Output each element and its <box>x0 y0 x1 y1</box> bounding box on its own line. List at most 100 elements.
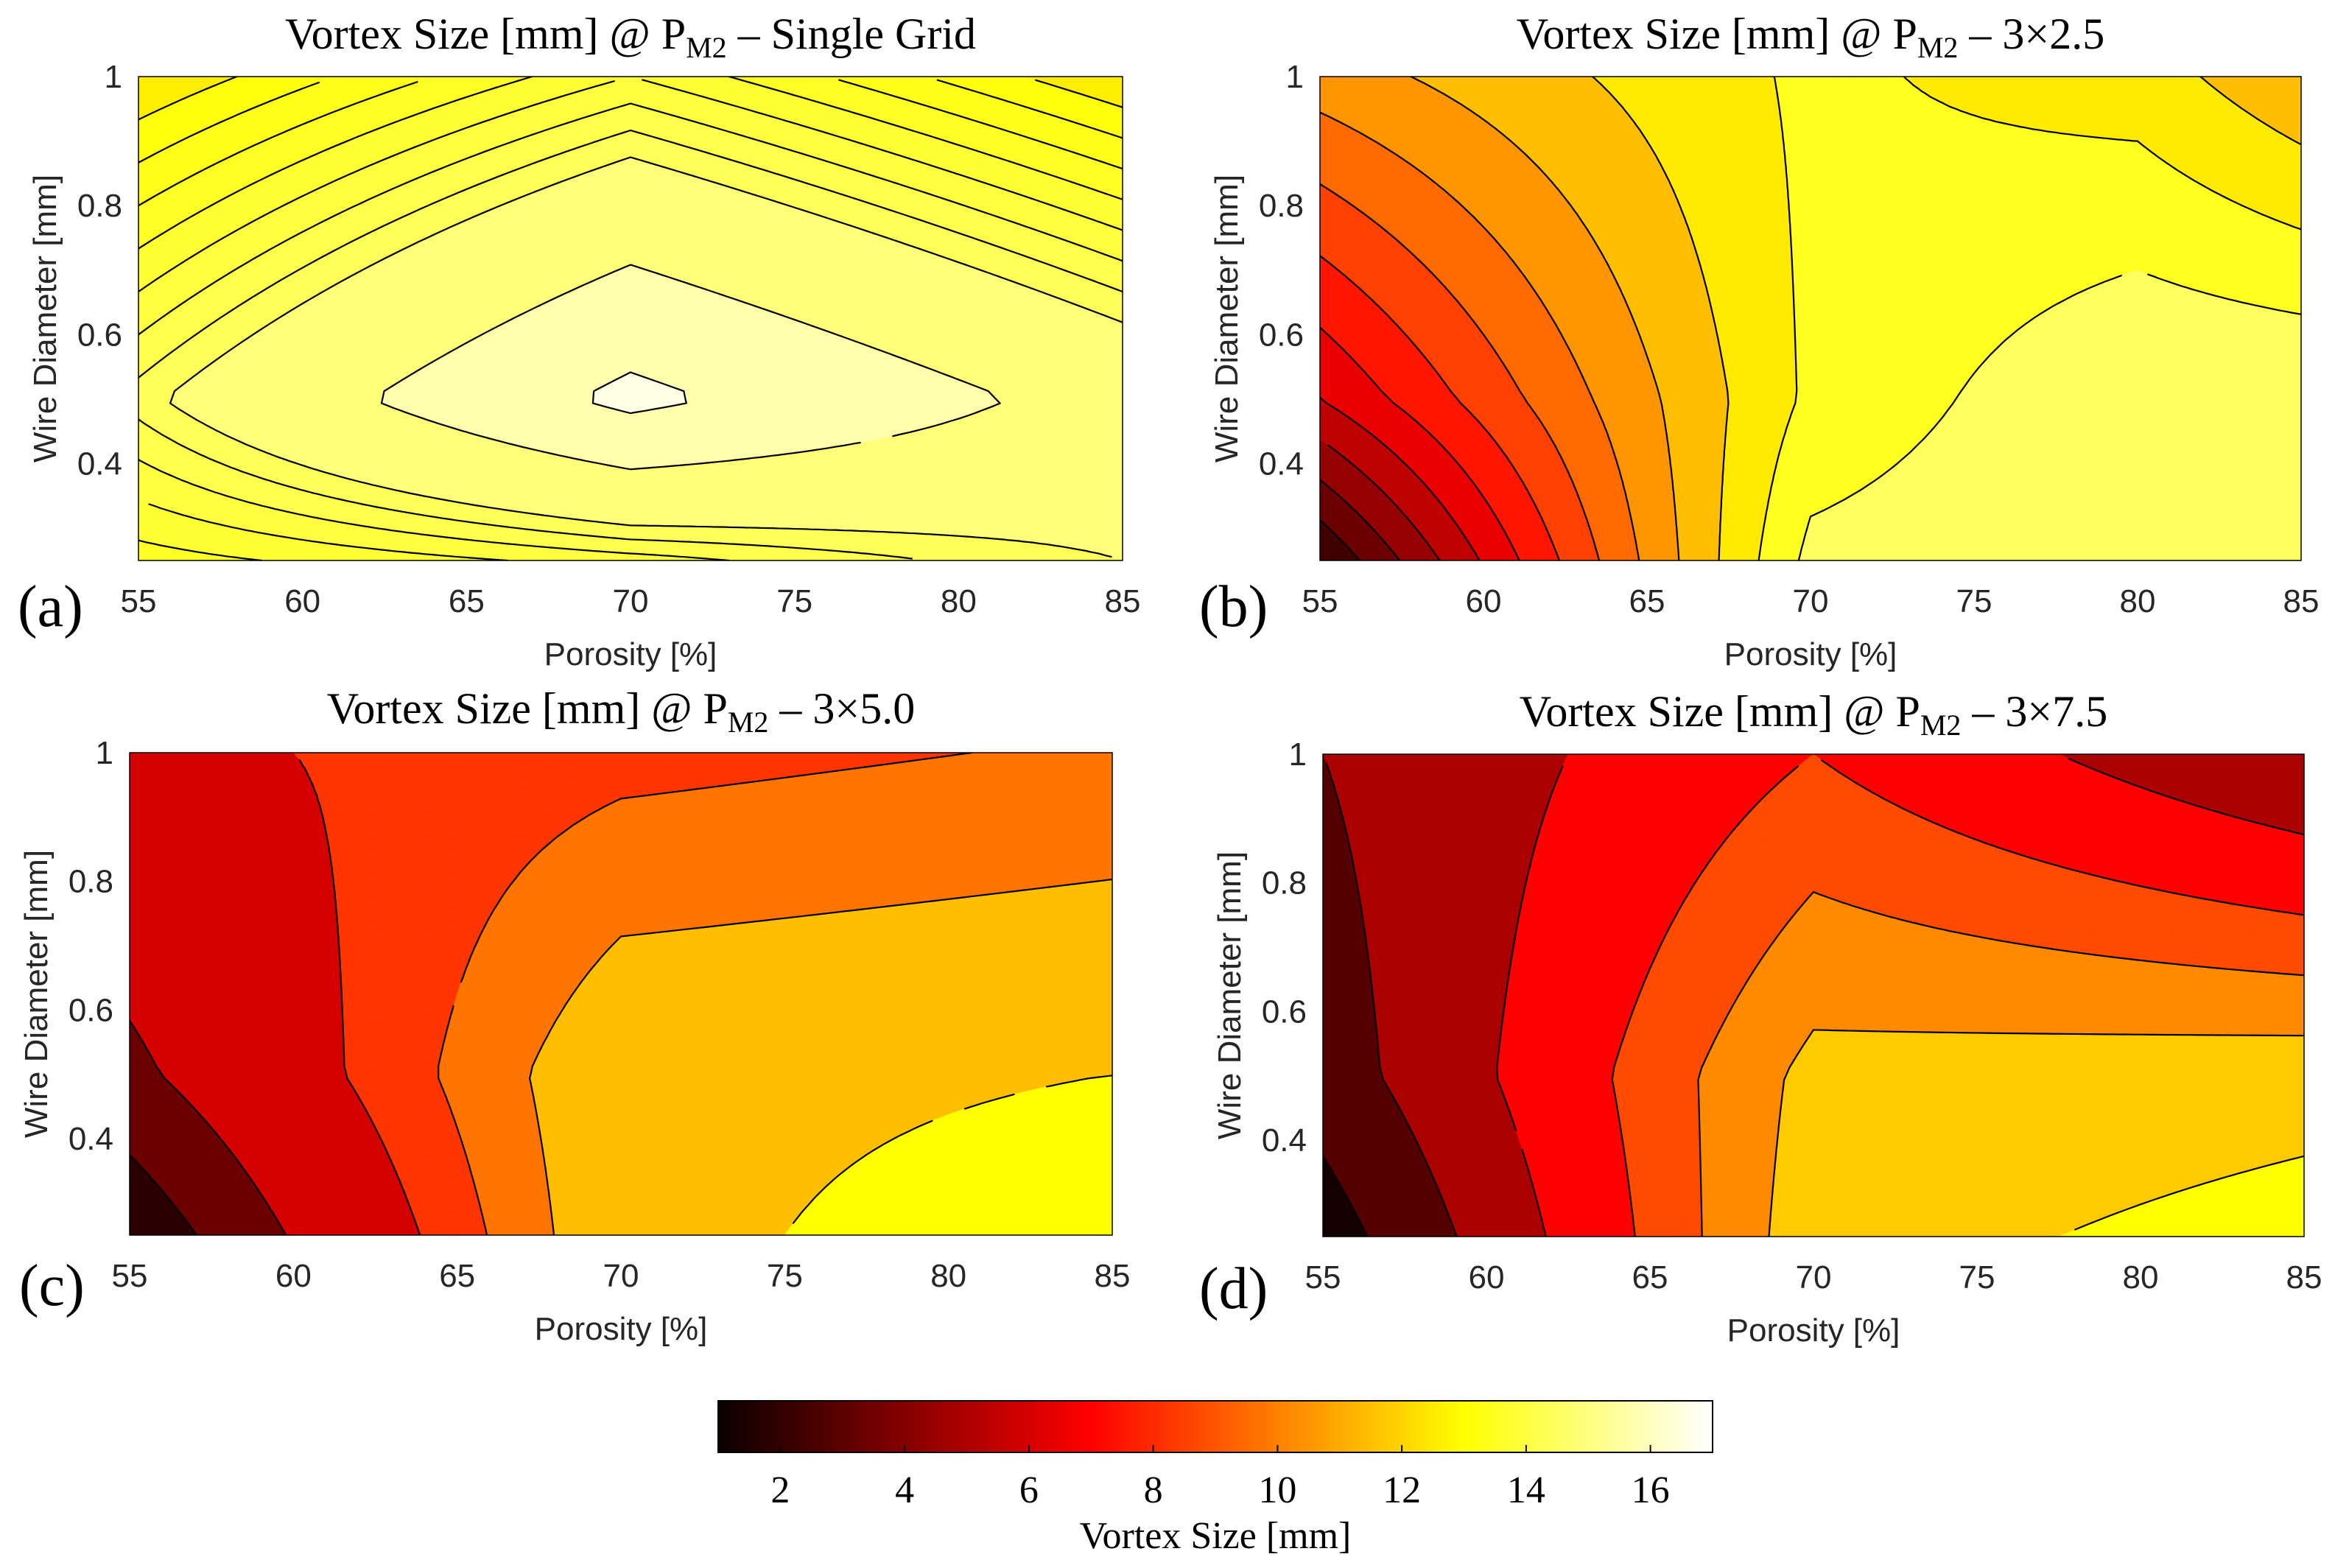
colorbar-tick-label: 10 <box>1258 1469 1296 1511</box>
contour-fill <box>1320 77 2301 560</box>
chart-title-subscript: M2 <box>1917 31 1959 64</box>
contour-band <box>784 1075 1112 1235</box>
contour-line <box>529 878 1112 1235</box>
x-tick-label: 60 <box>284 583 320 619</box>
colorbar-tick-label: 8 <box>1144 1469 1163 1511</box>
chart-title: Vortex Size [mm] @ PM2 – 3×7.5 <box>1520 687 2108 742</box>
colorbar-label: Vortex Size [mm] <box>1080 1515 1352 1557</box>
x-tick-label: 80 <box>2120 583 2156 619</box>
contour-band <box>1798 270 2301 560</box>
panel-c: Vortex Size [mm] @ PM2 – 3×5.0 55 60 65 70 75… <box>18 684 1130 1347</box>
contour-band <box>438 753 1112 1235</box>
x-axis-label: Porosity [%] <box>544 636 717 672</box>
contour-line <box>1323 1155 1369 1237</box>
contour-line <box>169 156 1123 558</box>
x-tick-label: 60 <box>1466 583 1502 619</box>
x-tick-label: 85 <box>2286 1259 2322 1295</box>
contour-line <box>1327 444 1441 560</box>
y-tick-label: 0.8 <box>1259 188 1304 224</box>
panel-label: (c) <box>19 1254 85 1318</box>
x-tick-label: 80 <box>941 583 977 619</box>
colorbar-tick-label: 2 <box>770 1469 790 1511</box>
contour-line <box>792 1075 1112 1224</box>
contour-line <box>138 102 1123 560</box>
y-axis-label: Wire Diameter [mm] <box>1209 175 1245 463</box>
contour-fill <box>1323 754 2304 1237</box>
x-tick-label: 70 <box>603 1258 639 1294</box>
colorbar-tick-label: 14 <box>1507 1469 1545 1511</box>
x-axis-label: Porosity [%] <box>1724 636 1897 672</box>
chart-title-suffix: – Single Grid <box>727 10 976 58</box>
contour-line <box>1325 762 1458 1237</box>
axes-frame <box>1322 753 2305 1237</box>
y-tick-label: 0.4 <box>69 1121 113 1157</box>
contour-band <box>2058 1156 2304 1237</box>
x-tick-label: 55 <box>1305 1259 1341 1295</box>
y-tick-label: 0.4 <box>1262 1122 1307 1159</box>
contour-line <box>1320 326 1520 560</box>
panel-a: Vortex Size [mm] @ PM2 – Single Grid 55 60… <box>18 10 1140 672</box>
x-tick-label: 75 <box>1956 583 1992 619</box>
y-axis-label: Wire Diameter [mm] <box>18 850 55 1138</box>
x-tick-label: 80 <box>930 1258 966 1294</box>
x-tick-label: 65 <box>449 583 485 619</box>
contour-line <box>1758 77 2301 560</box>
panel-label: (a) <box>18 574 83 639</box>
x-tick-label: 55 <box>112 1258 148 1294</box>
x-tick-label: 55 <box>1302 583 1338 619</box>
contour-line <box>1496 758 2304 1237</box>
axes-frame <box>138 76 1123 561</box>
colorbar-tick-label: 12 <box>1383 1469 1421 1511</box>
contour-band <box>1320 183 1600 560</box>
contour-line <box>1320 519 1361 560</box>
y-tick-label: 0.6 <box>1262 994 1307 1030</box>
contour-line <box>2074 1155 2304 1231</box>
colorbar-tick-label: 16 <box>1632 1469 1670 1511</box>
y-axis-label: Wire Diameter [mm] <box>1212 851 1248 1139</box>
contour-line <box>1320 255 1560 560</box>
x-tick-label: 65 <box>1629 583 1665 619</box>
y-tick-label: 1 <box>1286 59 1304 95</box>
contour-line <box>138 129 1123 560</box>
x-tick-label: 75 <box>1959 1259 1995 1295</box>
chart-title-subscript: M2 <box>686 31 727 64</box>
axes-frame <box>1319 76 2302 561</box>
contour-line <box>1320 396 1481 560</box>
chart-title: Vortex Size [mm] @ PM2 – 3×2.5 <box>1517 10 2105 64</box>
contour-line <box>1768 1029 2304 1237</box>
chart-title-suffix: – 3×5.0 <box>768 684 915 733</box>
x-tick-label: 60 <box>1469 1259 1505 1295</box>
contour-band <box>130 753 421 1235</box>
chart-title-main: Vortex Size [mm] @ P <box>327 684 728 733</box>
contour-band <box>381 264 1001 470</box>
y-tick-label: 0.6 <box>77 317 122 353</box>
contour-band <box>130 1020 287 1235</box>
contour-line <box>298 759 421 1235</box>
contour-band <box>1496 754 2304 1237</box>
contour-line <box>138 79 1123 164</box>
panel-label: (d) <box>1199 1256 1268 1321</box>
x-tick-label: 85 <box>1095 1258 1131 1294</box>
contour-line <box>591 371 687 415</box>
x-tick-label: 85 <box>2283 583 2320 619</box>
contour-band <box>529 879 1112 1235</box>
contour-band <box>1758 77 2301 560</box>
y-tick-label: 0.8 <box>77 188 122 224</box>
chart-title-main: Vortex Size [mm] @ P <box>1520 687 1920 736</box>
contour-fill <box>138 77 1123 560</box>
contour-line <box>1410 77 1680 560</box>
contour-band <box>138 77 1123 120</box>
x-axis-label: Porosity [%] <box>1727 1312 1900 1349</box>
contour-line <box>1797 273 2301 560</box>
y-tick-label: 0.6 <box>1259 317 1304 353</box>
chart-title: Vortex Size [mm] @ PM2 – 3×5.0 <box>327 684 916 739</box>
chart-title-suffix: – 3×2.5 <box>1958 10 2104 58</box>
x-tick-label: 80 <box>2123 1259 2159 1295</box>
y-tick-label: 0.6 <box>69 992 113 1028</box>
colorbar: 2 4 6 8 10 12 14 16 Vortex Size [mm] <box>717 1400 1713 1557</box>
chart-title-main: Vortex Size [mm] @ P <box>285 10 686 58</box>
contour-line <box>1591 77 2301 560</box>
y-tick-label: 0.4 <box>77 446 122 482</box>
chart-title-main: Vortex Size [mm] @ P <box>1517 10 1917 58</box>
